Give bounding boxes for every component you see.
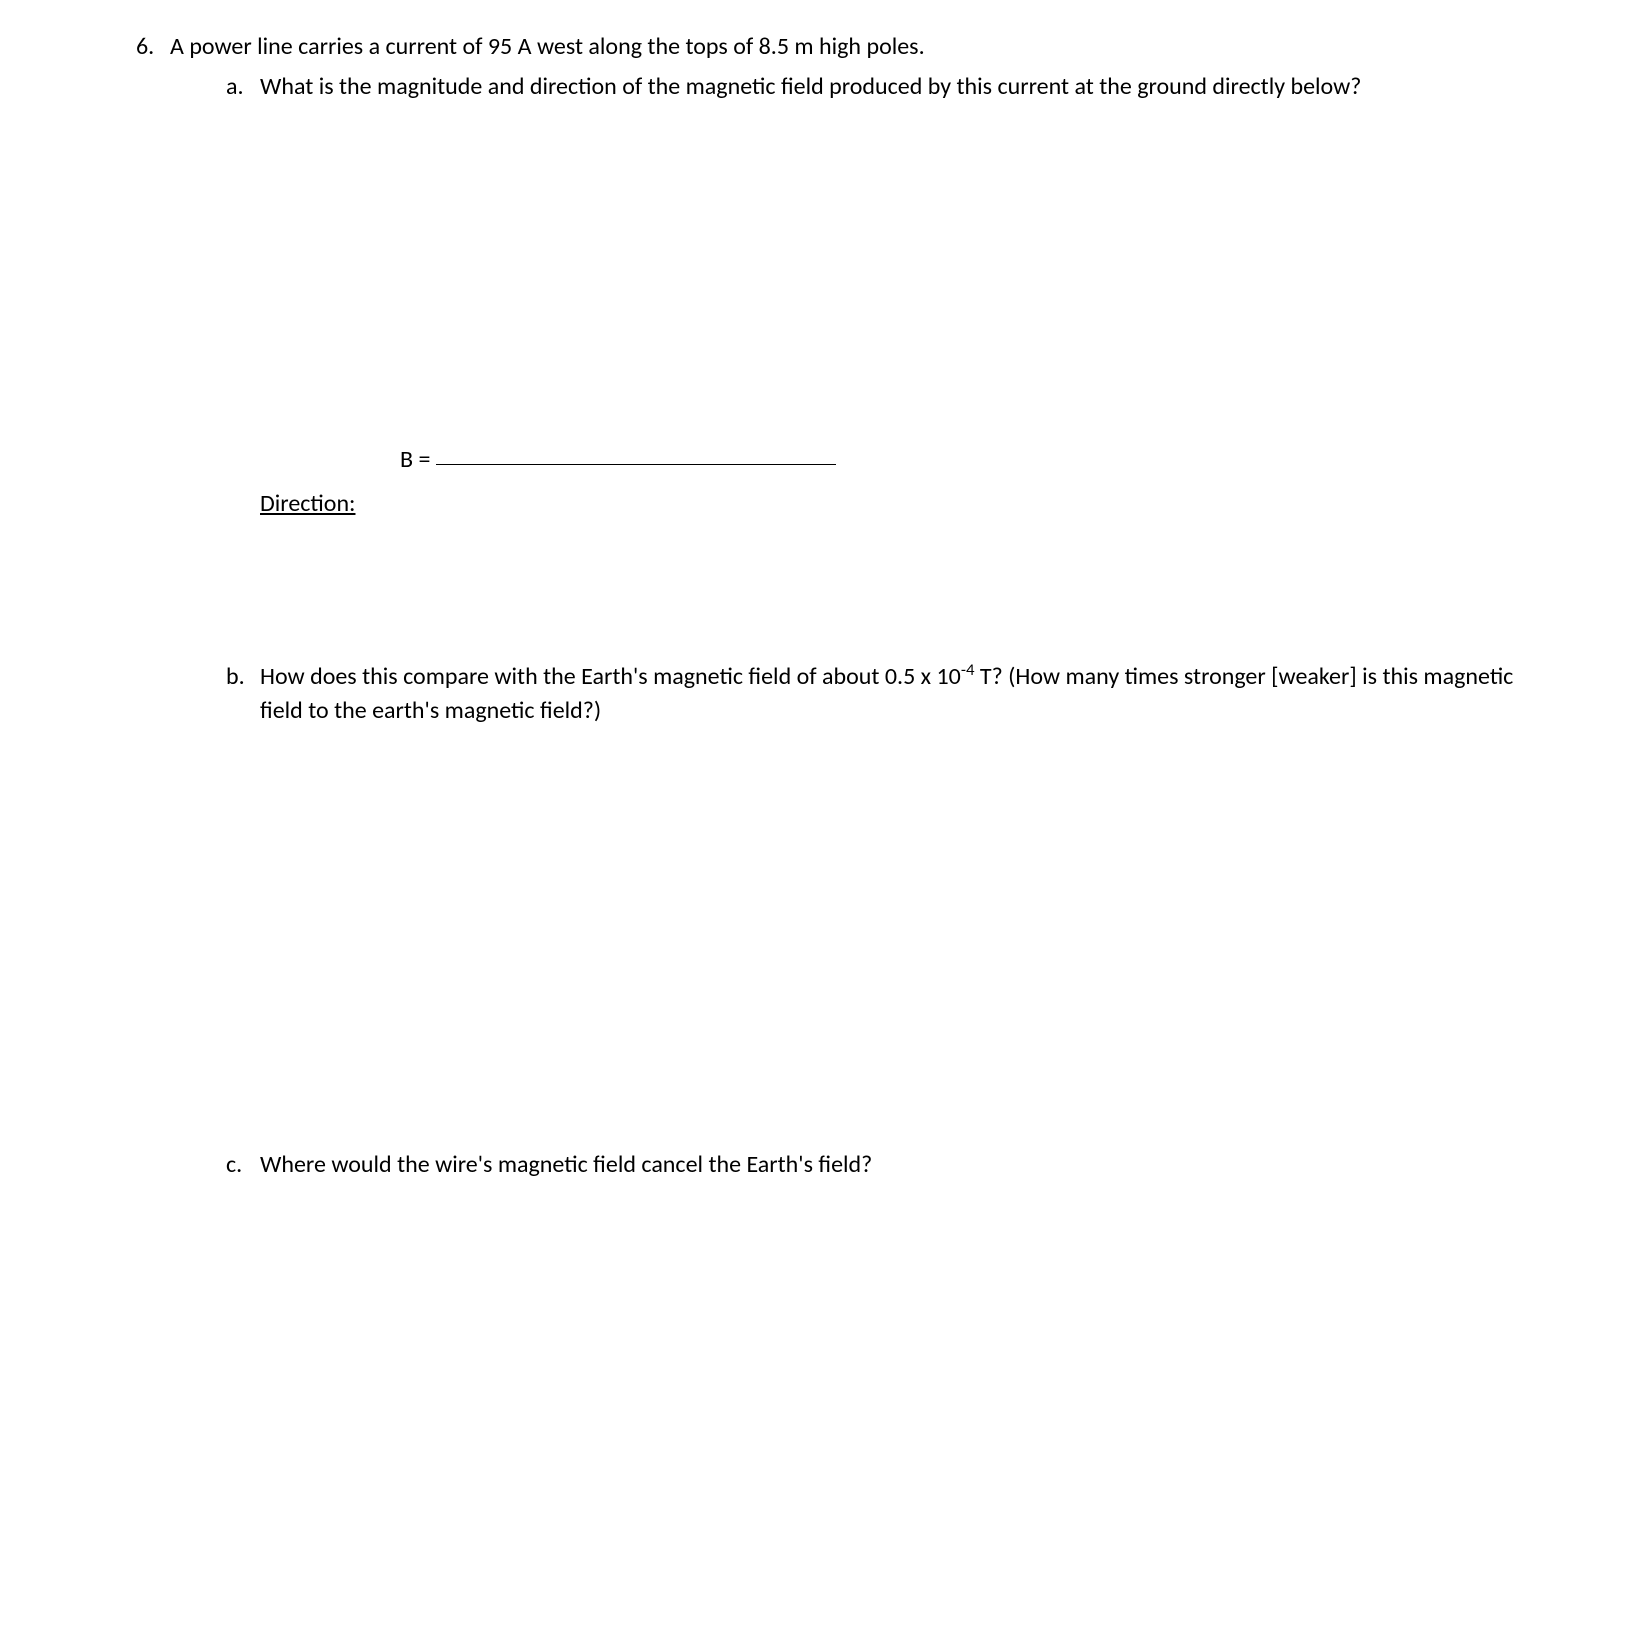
- sub-letter-c: c.: [226, 1148, 242, 1182]
- subproblem-a: a. What is the magnitude and direction o…: [260, 70, 1528, 521]
- sub-text-a: What is the magnitude and direction of t…: [260, 70, 1528, 104]
- workspace-b: [260, 728, 1528, 1128]
- problem-number: 6.: [136, 30, 154, 64]
- sub-text-c: Where would the wire's magnetic field ca…: [260, 1148, 1528, 1182]
- sub-text-b: How does this compare with the Earth's m…: [260, 660, 1528, 727]
- b-answer-blank[interactable]: [436, 464, 836, 465]
- sub-text-b-pre: How does this compare with the Earth's m…: [260, 662, 961, 691]
- sub-letter-a: a.: [226, 70, 244, 104]
- b-equals-label: B =: [400, 445, 430, 474]
- sub-letter-b: b.: [226, 660, 245, 694]
- workspace-c: [260, 1181, 1528, 1481]
- answer-b-line: B =: [400, 443, 1528, 477]
- problem-6: 6. A power line carries a current of 95 …: [170, 30, 1528, 1481]
- subproblem-b: b. How does this compare with the Earth'…: [260, 660, 1528, 1127]
- problem-stem: A power line carries a current of 95 A w…: [170, 30, 1528, 64]
- direction-label: Direction:: [260, 487, 1528, 521]
- subproblem-c: c. Where would the wire's magnetic field…: [260, 1148, 1528, 1482]
- subproblems: a. What is the magnitude and direction o…: [260, 70, 1528, 1482]
- sub-text-b-exp: -4: [961, 659, 975, 680]
